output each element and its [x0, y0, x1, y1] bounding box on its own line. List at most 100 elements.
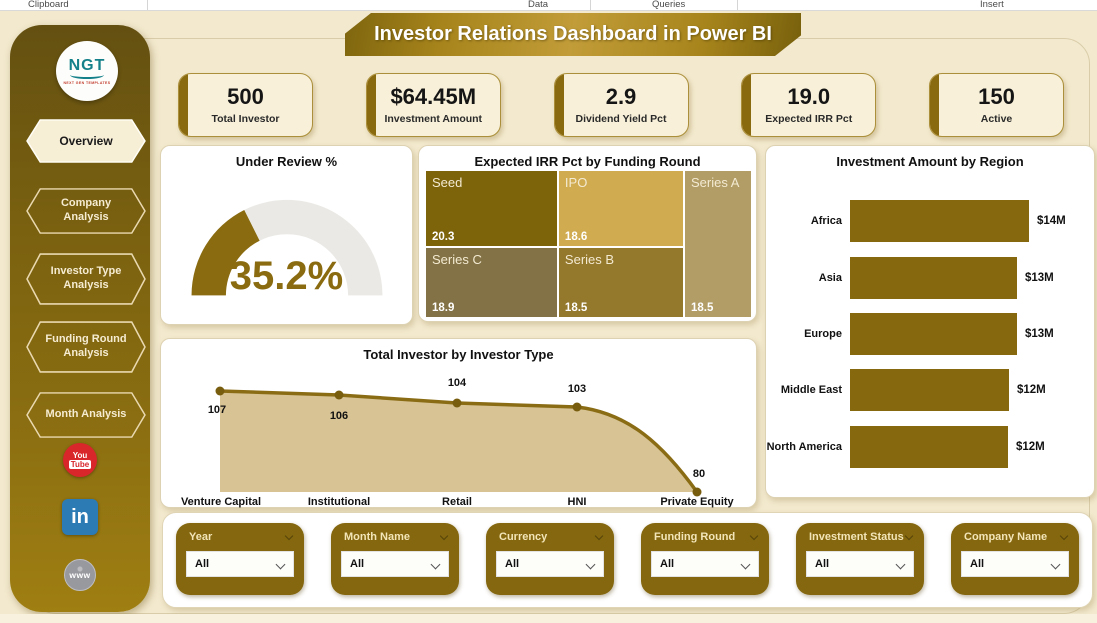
globe-text: www [69, 570, 91, 580]
axis-category-label: Institutional [308, 496, 370, 508]
chevron-down-icon[interactable] [284, 531, 294, 541]
dashboard-title-banner: Investor Relations Dashboard in Power BI [345, 13, 801, 56]
tile-label: Series A [691, 175, 740, 190]
chevron-down-icon[interactable] [904, 531, 914, 541]
chevron-down-icon [430, 559, 441, 570]
treemap-tile-seed[interactable]: Seed 20.3 [426, 171, 557, 247]
sidebar-item-label: Overview [59, 133, 113, 148]
data-point-hni[interactable] [572, 402, 582, 412]
treemap-tile-ipo[interactable]: IPO 18.6 [558, 171, 684, 247]
ribbon-group-clipboard[interactable]: Clipboard [28, 0, 69, 10]
sidebar-item-funding-round-analysis[interactable]: Funding Round Analysis [26, 321, 146, 373]
sidebar-item-company-analysis[interactable]: Company Analysis [26, 188, 146, 234]
bar-north-america[interactable] [850, 426, 1008, 468]
kpi-expected-irr: 19.0 Expected IRR Pct [741, 73, 877, 137]
ngt-logo: NGT NEXT GEN TEMPLATES [56, 41, 118, 101]
slicer-label: Investment Status [809, 531, 904, 543]
kpi-value: 150 [978, 84, 1015, 110]
bar-value-label: $14M [1037, 215, 1066, 227]
treemap-tile-series-b[interactable]: Series B 18.5 [558, 248, 684, 317]
linkedin-icon[interactable]: in [62, 499, 98, 535]
chevron-down-icon [1050, 559, 1061, 570]
slicer-investment-status: Investment Status All [796, 523, 924, 595]
ribbon-group-data[interactable]: Data [528, 0, 549, 10]
bar-row-africa: Africa $14M [766, 200, 1094, 242]
bar-category-label: Asia [818, 272, 842, 284]
chevron-down-icon [895, 559, 906, 570]
tile-value: 18.5 [564, 301, 588, 314]
slicer-dropdown[interactable]: All [341, 551, 449, 577]
data-point-institutional[interactable] [334, 390, 344, 400]
chevron-down-icon[interactable] [1059, 531, 1069, 541]
ribbon-group-queries[interactable]: Queries [652, 0, 686, 10]
kpi-value: $64.45M [390, 84, 477, 110]
ribbon-strip: Clipboard Data Queries Insert [0, 0, 1097, 11]
gauge-value: 35.2% [229, 254, 344, 298]
youtube-icon[interactable]: You Tube [63, 443, 97, 477]
slicer-month-name: Month Name All [331, 523, 459, 595]
social-website[interactable]: www [10, 559, 150, 591]
slicer-year: Year All [176, 523, 304, 595]
kpi-label: Investment Amount [384, 112, 483, 125]
chevron-down-icon[interactable] [594, 531, 604, 541]
chevron-down-icon[interactable] [439, 531, 449, 541]
ribbon-group-insert[interactable]: Insert [980, 0, 1004, 10]
area-chart-title: Total Investor by Investor Type [363, 347, 554, 362]
slicer-value: All [350, 558, 365, 570]
kpi-active: 150 Active [929, 73, 1064, 137]
area-chart: 107 106 104 103 80 Venture Capital Insti… [181, 377, 735, 508]
axis-category-label: HNI [568, 496, 587, 508]
social-youtube[interactable]: You Tube [10, 443, 150, 477]
kpi-accent-bar [366, 74, 376, 136]
data-point-private-equity[interactable] [692, 487, 702, 497]
kpi-label: Active [980, 112, 1013, 125]
kpi-dividend-yield: 2.9 Dividend Yield Pct [553, 73, 689, 137]
data-label: 80 [693, 468, 705, 480]
logo-subtext: NEXT GEN TEMPLATES [63, 81, 111, 85]
treemap-tiles: Seed 20.3 IPO 18.6 Series A 18.5 Series … [426, 171, 751, 317]
bar-category-label: Africa [810, 215, 842, 227]
sidebar-item-overview[interactable]: Overview [26, 119, 146, 163]
globe-icon[interactable]: www [64, 559, 96, 591]
gauge-title: Under Review % [235, 154, 338, 169]
axis-category-label: Retail [442, 496, 472, 508]
bar-europe[interactable] [850, 313, 1017, 355]
kpi-investment-amount: $64.45M Investment Amount [365, 73, 501, 137]
kpi-value: 2.9 [605, 84, 637, 110]
data-point-retail[interactable] [452, 398, 462, 408]
linkedin-text: in [71, 505, 89, 528]
data-label: 106 [330, 410, 348, 422]
slicer-value: All [195, 558, 210, 570]
sidebar-item-month-analysis[interactable]: Month Analysis [26, 392, 146, 438]
bar-row-middle-east: Middle East $12M [766, 369, 1094, 411]
slicer-label: Funding Round [654, 531, 736, 543]
slicer-dropdown[interactable]: All [806, 551, 914, 577]
slicer-value: All [970, 558, 985, 570]
bar-asia[interactable] [850, 257, 1017, 299]
kpi-label: Dividend Yield Pct [575, 112, 667, 125]
social-linkedin[interactable]: in [10, 499, 150, 535]
bar-middle-east[interactable] [850, 369, 1009, 411]
slicer-dropdown[interactable]: All [186, 551, 294, 577]
bar-africa[interactable] [850, 200, 1029, 242]
treemap-tile-series-a[interactable]: Series A 18.5 [685, 171, 751, 317]
bar-value-label: $12M [1016, 441, 1045, 453]
chevron-down-icon[interactable] [749, 531, 759, 541]
slicer-label: Currency [499, 531, 548, 543]
bar-value-label: $13M [1025, 328, 1054, 340]
bar-chart-title: Investment Amount by Region [836, 154, 1024, 169]
kpi-accent-bar [930, 74, 939, 136]
kpi-accent-bar [179, 74, 188, 136]
data-point-venture-capital[interactable] [215, 386, 225, 396]
kpi-accent-bar [554, 74, 564, 136]
slicer-dropdown[interactable]: All [496, 551, 604, 577]
slicer-dropdown[interactable]: All [961, 551, 1069, 577]
sidebar-item-label: Funding Round Analysis [45, 333, 127, 359]
kpi-label: Total Investor [211, 112, 280, 125]
treemap-tile-series-c[interactable]: Series C 18.9 [426, 248, 557, 317]
slicer-dropdown[interactable]: All [651, 551, 759, 577]
chevron-down-icon [275, 559, 286, 570]
slicer-value: All [505, 558, 520, 570]
sidebar-item-investor-type-analysis[interactable]: Investor Type Analysis [26, 253, 146, 305]
